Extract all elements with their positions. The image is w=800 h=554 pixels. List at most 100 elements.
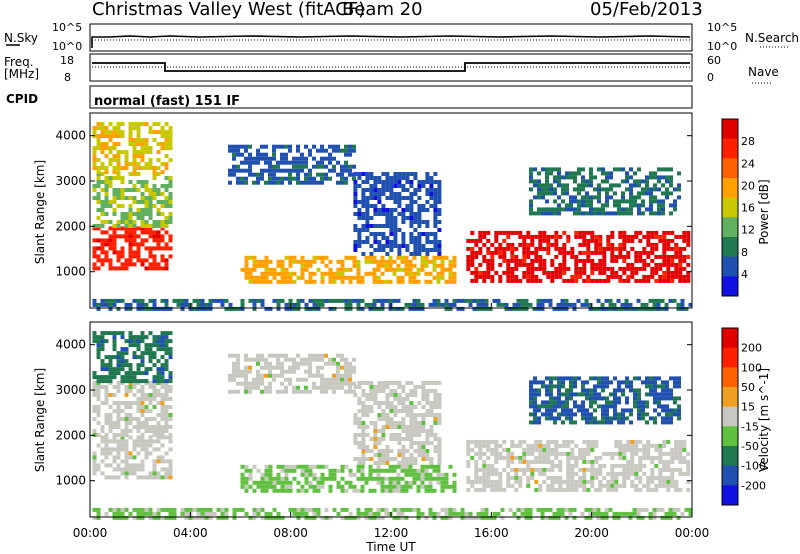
- power-cell-6: [502, 238, 507, 243]
- velocity-cell-6: [534, 455, 539, 460]
- velocity-cell-5: [424, 468, 429, 473]
- power-cell-5: [256, 275, 261, 280]
- velocity-cell-8: [588, 511, 593, 516]
- power-cell-7: [537, 211, 541, 216]
- power-cell-7: [629, 167, 633, 172]
- power-cell-5: [372, 275, 377, 280]
- power-cell-4: [385, 188, 390, 192]
- power-cell-2: [116, 142, 121, 147]
- power-cell-5: [448, 275, 453, 280]
- velocity-cell-3: [340, 377, 344, 382]
- velocity-cell-3: [240, 373, 244, 378]
- power-cell-7: [565, 171, 569, 176]
- velocity-cell-7: [661, 388, 665, 393]
- power-cell-1: [164, 216, 169, 220]
- power-cell-5: [356, 279, 361, 284]
- velocity-cell-8: [376, 511, 381, 516]
- velocity-cell-3: [284, 377, 288, 382]
- power-cell-0: [124, 226, 129, 231]
- velocity-cell-6: [522, 451, 527, 456]
- velocity-cell-8: [632, 511, 637, 516]
- velocity-cell-7: [601, 420, 605, 425]
- power-cell-6: [634, 250, 639, 255]
- velocity-cell-6: [482, 439, 487, 444]
- velocity-cell-5: [412, 480, 417, 485]
- power-cell-5: [424, 271, 429, 276]
- power-cell-1: [160, 224, 165, 228]
- power-cell-4: [365, 224, 370, 228]
- velocity-cell-2: [124, 347, 129, 352]
- velocity-cell-0: [168, 439, 173, 444]
- power-cell-7: [557, 179, 561, 184]
- power-cell-4: [357, 212, 362, 216]
- power-cell-6: [634, 254, 639, 259]
- power-cell-4: [397, 200, 402, 204]
- velocity-cell-7: [665, 408, 669, 413]
- power-cell-3: [256, 152, 260, 157]
- power-cell-7: [549, 171, 553, 176]
- velocity-cell-2: [120, 351, 125, 356]
- velocity-cell-0: [108, 447, 113, 452]
- velocity-cell-4: [353, 457, 358, 461]
- velocity-cell-3: [304, 357, 308, 362]
- velocity-cell-7: [633, 400, 637, 405]
- velocity-cell-0: [152, 475, 157, 480]
- power-cell-8: [412, 302, 417, 307]
- power-cell-6: [586, 274, 591, 279]
- velocity-cell-6: [474, 475, 479, 480]
- power-cell-4: [433, 216, 438, 220]
- power-cell-6: [618, 234, 623, 239]
- power-cell-4: [397, 184, 402, 188]
- velocity-cell-6: [650, 443, 655, 448]
- power-cell-5: [384, 267, 389, 272]
- velocity-cell-6: [598, 471, 603, 476]
- power-cell-6: [630, 246, 635, 251]
- power-cell-8: [240, 306, 245, 311]
- power-cell-6: [598, 266, 603, 271]
- power-cell-4: [389, 192, 394, 196]
- power-cell-6: [610, 250, 615, 255]
- power-cell-2: [144, 122, 149, 127]
- velocity-cell-6: [578, 483, 583, 488]
- power-cell-3: [284, 168, 288, 173]
- power-cell-0: [120, 262, 125, 267]
- velocity-cell-7: [669, 412, 673, 417]
- power-cell-7: [581, 199, 585, 204]
- power-cell-4: [409, 216, 414, 220]
- velocity-cell-6: [498, 443, 503, 448]
- velocity-cell-0: [104, 451, 109, 456]
- velocity-cell-0: [120, 435, 125, 440]
- velocity-cell-7: [669, 408, 673, 413]
- power-cell-5: [452, 275, 457, 280]
- velocity-cell-5: [428, 464, 433, 469]
- velocity-cell-6: [478, 439, 483, 444]
- power-cell-0: [128, 226, 133, 231]
- velocity-cell-4: [385, 449, 390, 453]
- velocity-cell-4: [377, 429, 382, 433]
- power-cell-2: [140, 142, 145, 147]
- velocity-cell-7: [601, 408, 605, 413]
- velocity-cell-8: [428, 511, 433, 516]
- velocity-cell-5: [308, 468, 313, 473]
- velocity-cell-7: [565, 400, 569, 405]
- power-cell-4: [393, 180, 398, 184]
- velocity-cell-4: [389, 405, 394, 409]
- velocity-cell-7: [653, 376, 657, 381]
- power-cell-1: [104, 180, 109, 184]
- power-cell-6: [534, 254, 539, 259]
- power-cell-7: [677, 187, 681, 192]
- power-cell-4: [389, 212, 394, 216]
- velocity-cell-5: [308, 472, 313, 477]
- velocity-cell-2: [120, 335, 125, 340]
- velocity-cell-8: [312, 507, 317, 512]
- velocity-cell-6: [522, 471, 527, 476]
- velocity-cell-4: [417, 433, 422, 437]
- power-cell-6: [646, 238, 651, 243]
- noise-tick-right-bottom: 10^0: [707, 40, 737, 53]
- power-cell-6: [662, 234, 667, 239]
- power-cell-4: [429, 180, 434, 184]
- velocity-cell-1: [160, 413, 165, 417]
- power-cell-6: [546, 238, 551, 243]
- velocity-cell-0: [152, 463, 157, 468]
- power-cell-5: [284, 271, 289, 276]
